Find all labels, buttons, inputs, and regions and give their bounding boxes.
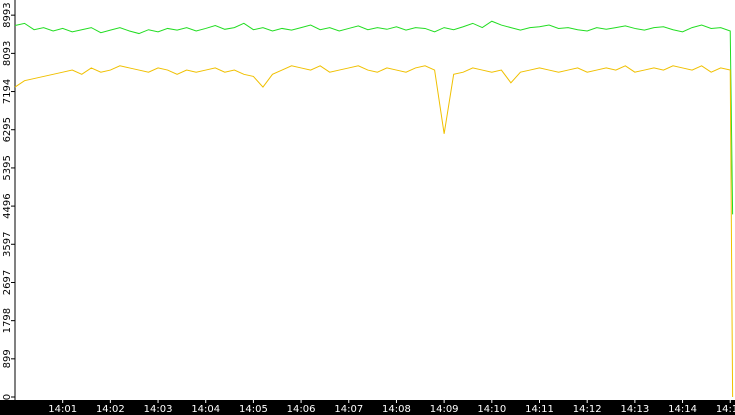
x-tick-label: 14:04: [191, 404, 220, 415]
x-tick-label: 14:11: [525, 404, 554, 415]
x-tick-label: 14:06: [287, 404, 316, 415]
series-line: [14, 20, 734, 215]
y-tick-label: 2697: [2, 270, 13, 295]
y-tick-label: 5395: [2, 155, 13, 180]
x-tick-label: 14:01: [48, 404, 77, 415]
series-line: [14, 65, 734, 398]
x-tick-label: 14:07: [334, 404, 363, 415]
y-tick-label: 0: [2, 394, 13, 400]
x-tick-label: 14:05: [239, 404, 268, 415]
y-tick-label: 8993: [2, 2, 13, 27]
y-tick-label: 1798: [2, 308, 13, 333]
x-tick-label: 14:13: [620, 404, 649, 415]
y-tick-label: 4496: [2, 193, 13, 218]
y-tick-label: 3597: [2, 232, 13, 257]
y-tick-label: 7194: [2, 79, 13, 104]
x-tick-label: 14:12: [573, 404, 602, 415]
x-tick-label: 14:14: [668, 404, 697, 415]
x-axis-bar: [0, 400, 735, 415]
x-tick-label: 14:10: [477, 404, 506, 415]
y-tick-label: 8093: [2, 41, 13, 66]
y-tick-label: 6295: [2, 117, 13, 142]
x-tick-label: 14:03: [144, 404, 173, 415]
x-tick-label: 14:08: [382, 404, 411, 415]
x-tick-label: 14:09: [430, 404, 459, 415]
x-tick-label: 14:15: [716, 404, 735, 415]
x-tick-label: 14:02: [96, 404, 125, 415]
y-tick-label: 899: [2, 349, 13, 368]
